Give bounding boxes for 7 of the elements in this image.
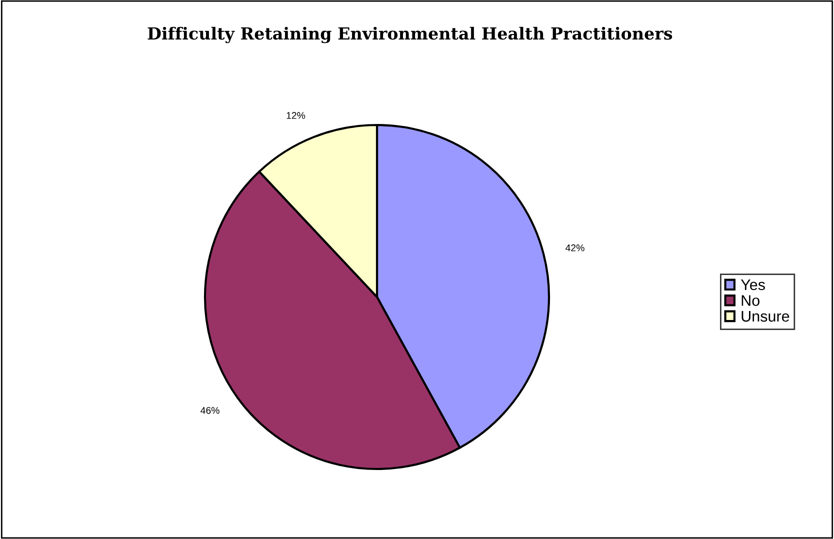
legend-label: Unsure <box>742 311 790 322</box>
data-label: 12% <box>286 112 306 119</box>
data-label: 46% <box>200 406 220 414</box>
data-label: 42% <box>565 244 584 252</box>
chart-title: Difficulty Retaining Environmental Health Practitioners <box>148 26 672 44</box>
legend-label: Yes <box>740 280 765 290</box>
legend-label: No <box>742 295 760 306</box>
